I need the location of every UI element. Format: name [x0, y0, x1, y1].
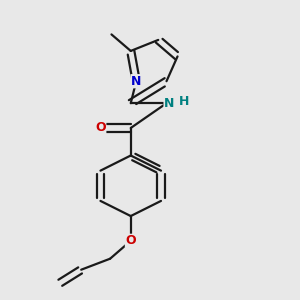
Text: O: O: [95, 122, 106, 134]
Text: N: N: [164, 97, 175, 110]
Text: N: N: [131, 75, 141, 88]
Text: O: O: [125, 234, 136, 247]
Text: H: H: [179, 95, 190, 108]
